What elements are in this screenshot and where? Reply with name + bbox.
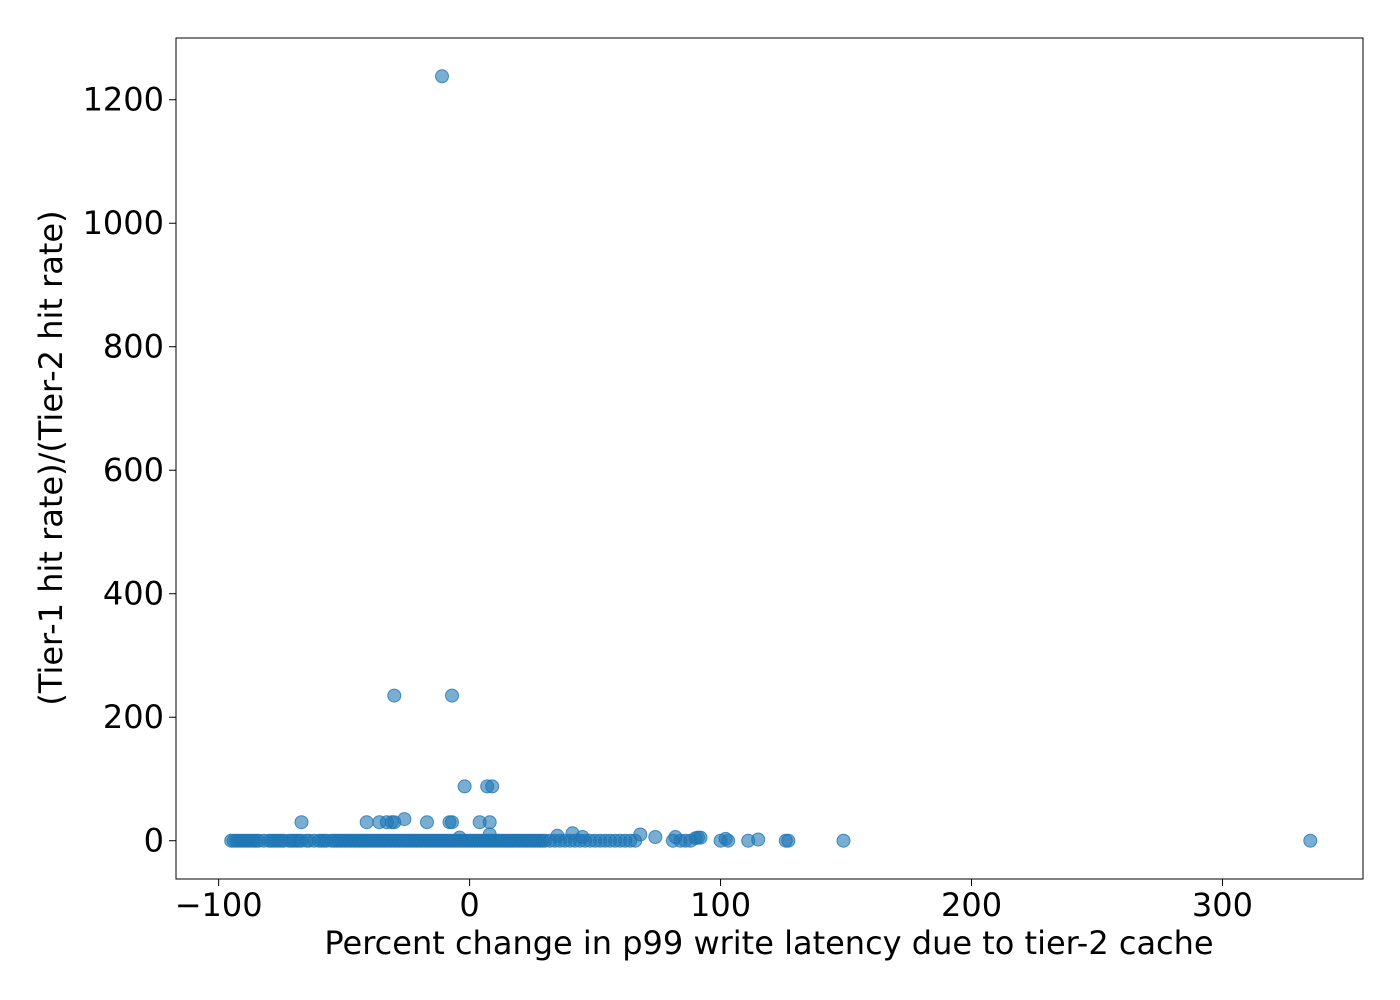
x-tick-label: −100 bbox=[175, 886, 263, 924]
data-point bbox=[550, 828, 565, 843]
data-point bbox=[648, 830, 663, 844]
data-point bbox=[435, 69, 449, 84]
x-axis-ticks: −100 0 100 200 300 bbox=[175, 879, 1253, 924]
x-tick-label: 0 bbox=[459, 886, 479, 924]
y-axis-label: (Tier-1 hit rate)/(Tier-2 hit rate) bbox=[32, 210, 70, 705]
data-point bbox=[485, 779, 500, 794]
data-point bbox=[445, 688, 459, 703]
data-point bbox=[420, 815, 434, 830]
data-point bbox=[294, 815, 309, 830]
x-tick-label: 200 bbox=[941, 886, 1002, 924]
data-point bbox=[781, 833, 796, 848]
data-point bbox=[482, 827, 497, 842]
data-point bbox=[836, 833, 851, 848]
data-point bbox=[693, 830, 708, 845]
y-tick-label: 0 bbox=[144, 822, 164, 860]
x-tick-label: 300 bbox=[1192, 886, 1253, 924]
data-point bbox=[668, 830, 683, 844]
y-tick-label: 800 bbox=[103, 328, 164, 366]
data-point bbox=[397, 812, 412, 827]
data-point bbox=[359, 815, 374, 830]
data-point bbox=[633, 827, 648, 842]
x-axis-label: Percent change in p99 write latency due … bbox=[324, 924, 1213, 962]
y-tick-label: 1000 bbox=[83, 204, 164, 242]
y-tick-label: 200 bbox=[103, 698, 164, 736]
y-axis-ticks: 0 200 400 600 800 1000 1200 bbox=[83, 81, 176, 860]
data-point bbox=[445, 815, 459, 830]
data-point bbox=[452, 830, 467, 845]
y-tick-label: 400 bbox=[103, 575, 164, 613]
data-point bbox=[387, 688, 402, 703]
y-tick-label: 600 bbox=[103, 451, 164, 489]
plot-frame bbox=[175, 37, 1364, 880]
data-point bbox=[457, 779, 472, 794]
y-tick-label: 1200 bbox=[83, 81, 164, 119]
data-point bbox=[482, 815, 497, 830]
x-tick-label: 100 bbox=[690, 886, 751, 924]
data-point bbox=[751, 832, 766, 847]
data-point bbox=[1303, 833, 1318, 848]
data-points bbox=[224, 69, 1318, 848]
data-point bbox=[575, 830, 590, 844]
data-point bbox=[718, 831, 733, 846]
